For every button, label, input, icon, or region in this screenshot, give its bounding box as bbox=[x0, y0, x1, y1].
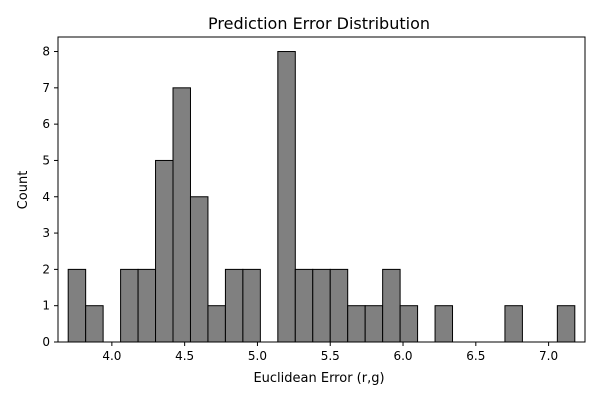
histogram-bar bbox=[120, 268, 139, 343]
histogram-bar bbox=[224, 268, 244, 343]
y-tick-label: 4 bbox=[42, 190, 50, 204]
y-tick-label: 6 bbox=[42, 117, 50, 131]
y-tick-label: 0 bbox=[42, 335, 50, 349]
histogram-bar bbox=[382, 268, 401, 343]
histogram-bar bbox=[556, 305, 576, 343]
x-tick-label: 4.5 bbox=[175, 349, 194, 363]
histogram-bar bbox=[172, 87, 191, 343]
x-axis-label: Euclidean Error (r,g) bbox=[253, 371, 384, 386]
y-tick-label: 1 bbox=[42, 299, 50, 313]
histogram-bar bbox=[347, 305, 366, 343]
histogram-bar bbox=[137, 268, 157, 343]
y-tick-label: 5 bbox=[42, 153, 50, 167]
x-tick-label: 5.0 bbox=[248, 349, 267, 363]
histogram-bar bbox=[277, 51, 296, 343]
histogram-bar bbox=[242, 268, 261, 343]
histogram-bar bbox=[399, 305, 419, 343]
histogram-bar bbox=[312, 268, 331, 343]
y-axis-label: Count bbox=[16, 171, 31, 210]
x-tick-label: 6.0 bbox=[393, 349, 412, 363]
histogram-bar bbox=[85, 305, 104, 343]
histogram-bar bbox=[329, 268, 349, 343]
histogram-bar bbox=[207, 305, 226, 343]
histogram-bar bbox=[504, 305, 523, 343]
y-tick-label: 3 bbox=[42, 226, 50, 240]
y-tick-label: 7 bbox=[42, 81, 50, 95]
histogram-bar bbox=[155, 159, 174, 343]
x-axis-ticks: 4.0 4.5 5.0 5.5 6.0 6.5 7.0 bbox=[102, 342, 558, 363]
x-tick-label: 4.0 bbox=[102, 349, 121, 363]
histogram-bar bbox=[434, 305, 454, 343]
x-tick-label: 6.5 bbox=[466, 349, 485, 363]
y-tick-label: 8 bbox=[42, 45, 50, 59]
x-tick-label: 5.5 bbox=[321, 349, 340, 363]
plot-frame bbox=[57, 36, 586, 343]
histogram-bar bbox=[364, 305, 384, 343]
y-tick-label: 2 bbox=[42, 262, 50, 276]
chart-title: Prediction Error Distribution bbox=[208, 14, 430, 33]
histogram-bar bbox=[294, 268, 314, 343]
histogram-bar bbox=[189, 196, 209, 343]
y-axis-ticks: 0 1 2 3 4 5 6 7 8 bbox=[42, 45, 58, 349]
bars-layer bbox=[67, 51, 576, 343]
x-tick-label: 7.0 bbox=[539, 349, 558, 363]
histogram-bar bbox=[67, 268, 87, 343]
